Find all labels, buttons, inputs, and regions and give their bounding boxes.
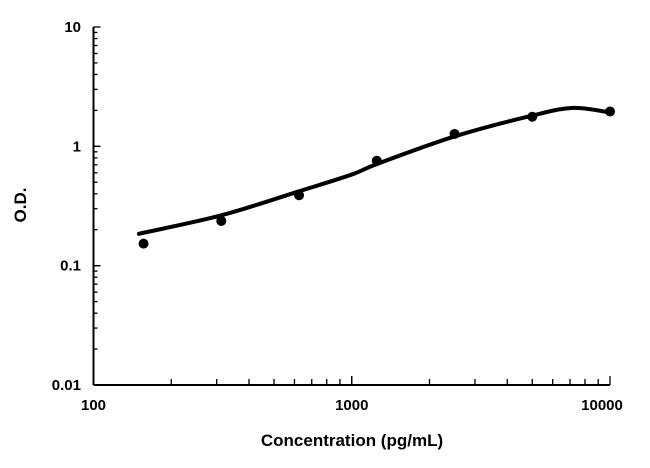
data-point <box>138 238 149 249</box>
data-point <box>294 190 305 201</box>
x-tick-label: 1000 <box>335 397 368 414</box>
x-tick-label: 10000 <box>581 397 623 414</box>
data-point <box>371 155 382 166</box>
y-tick-label: 0.01 <box>52 377 81 394</box>
x-axis-title: Concentration (pg/mL) <box>261 431 443 450</box>
data-point <box>527 111 538 122</box>
data-point <box>605 106 615 117</box>
y-tick-label: 10 <box>64 19 81 36</box>
x-tick-labels: 100 1000 10000 <box>81 397 623 414</box>
y-tick-labels: 10 1 0.1 0.01 <box>52 19 81 394</box>
data-points <box>138 106 615 249</box>
fit-curve <box>136 105 612 236</box>
y-tick-label: 1 <box>73 138 81 155</box>
data-point <box>449 128 460 139</box>
axes <box>92 26 611 386</box>
y-axis-title: O.D. <box>11 188 30 223</box>
data-point <box>216 215 227 226</box>
x-tick-label: 100 <box>81 397 106 414</box>
y-tick-label: 0.1 <box>60 258 81 275</box>
